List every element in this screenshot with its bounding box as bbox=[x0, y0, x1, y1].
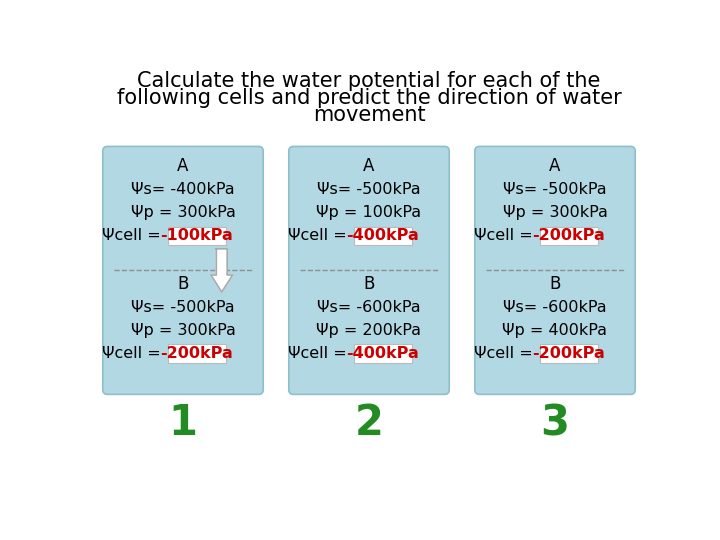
Text: movement: movement bbox=[312, 105, 426, 125]
Text: Ψcell =: Ψcell = bbox=[102, 346, 166, 361]
Text: -200kPa: -200kPa bbox=[161, 346, 233, 361]
Text: Ψcell =: Ψcell = bbox=[474, 346, 538, 361]
FancyBboxPatch shape bbox=[354, 345, 412, 363]
Text: Ψcell =: Ψcell = bbox=[288, 228, 352, 243]
FancyBboxPatch shape bbox=[103, 146, 264, 394]
Text: Ψs= -600kPa: Ψs= -600kPa bbox=[318, 300, 420, 315]
Text: Ψp = 300kPa: Ψp = 300kPa bbox=[130, 205, 235, 220]
Text: Ψp = 200kPa: Ψp = 200kPa bbox=[317, 323, 421, 338]
Text: Ψs= -500kPa: Ψs= -500kPa bbox=[503, 182, 607, 197]
FancyBboxPatch shape bbox=[289, 146, 449, 394]
Text: B: B bbox=[364, 275, 374, 293]
Text: B: B bbox=[549, 275, 561, 293]
Text: Ψs= -400kPa: Ψs= -400kPa bbox=[131, 182, 235, 197]
Text: Ψcell =: Ψcell = bbox=[474, 228, 538, 243]
Text: -100kPa: -100kPa bbox=[161, 228, 233, 243]
Text: 1: 1 bbox=[168, 402, 197, 444]
FancyBboxPatch shape bbox=[540, 345, 598, 363]
Text: A: A bbox=[364, 158, 374, 176]
Text: 3: 3 bbox=[541, 402, 570, 444]
Text: -200kPa: -200kPa bbox=[533, 228, 606, 243]
Text: -400kPa: -400kPa bbox=[346, 346, 419, 361]
Text: Ψs= -500kPa: Ψs= -500kPa bbox=[318, 182, 420, 197]
FancyBboxPatch shape bbox=[474, 146, 635, 394]
Text: following cells and predict the direction of water: following cells and predict the directio… bbox=[117, 88, 621, 108]
Text: Ψcell =: Ψcell = bbox=[102, 228, 166, 243]
Text: Ψp = 400kPa: Ψp = 400kPa bbox=[503, 323, 608, 338]
Text: Ψs= -500kPa: Ψs= -500kPa bbox=[131, 300, 235, 315]
Text: Calculate the water potential for each of the: Calculate the water potential for each o… bbox=[138, 71, 600, 91]
Text: -200kPa: -200kPa bbox=[533, 346, 606, 361]
FancyBboxPatch shape bbox=[540, 226, 598, 245]
Polygon shape bbox=[211, 249, 233, 292]
Text: Ψcell =: Ψcell = bbox=[288, 346, 352, 361]
Text: B: B bbox=[177, 275, 189, 293]
FancyBboxPatch shape bbox=[354, 226, 412, 245]
Text: Ψp = 300kPa: Ψp = 300kPa bbox=[503, 205, 608, 220]
Text: -400kPa: -400kPa bbox=[346, 228, 419, 243]
Text: A: A bbox=[177, 158, 189, 176]
FancyBboxPatch shape bbox=[168, 226, 225, 245]
Text: A: A bbox=[549, 158, 561, 176]
Text: Ψp = 100kPa: Ψp = 100kPa bbox=[316, 205, 422, 220]
FancyBboxPatch shape bbox=[168, 345, 225, 363]
Text: Ψs= -600kPa: Ψs= -600kPa bbox=[503, 300, 607, 315]
Text: Ψp = 300kPa: Ψp = 300kPa bbox=[130, 323, 235, 338]
Text: 2: 2 bbox=[354, 402, 384, 444]
